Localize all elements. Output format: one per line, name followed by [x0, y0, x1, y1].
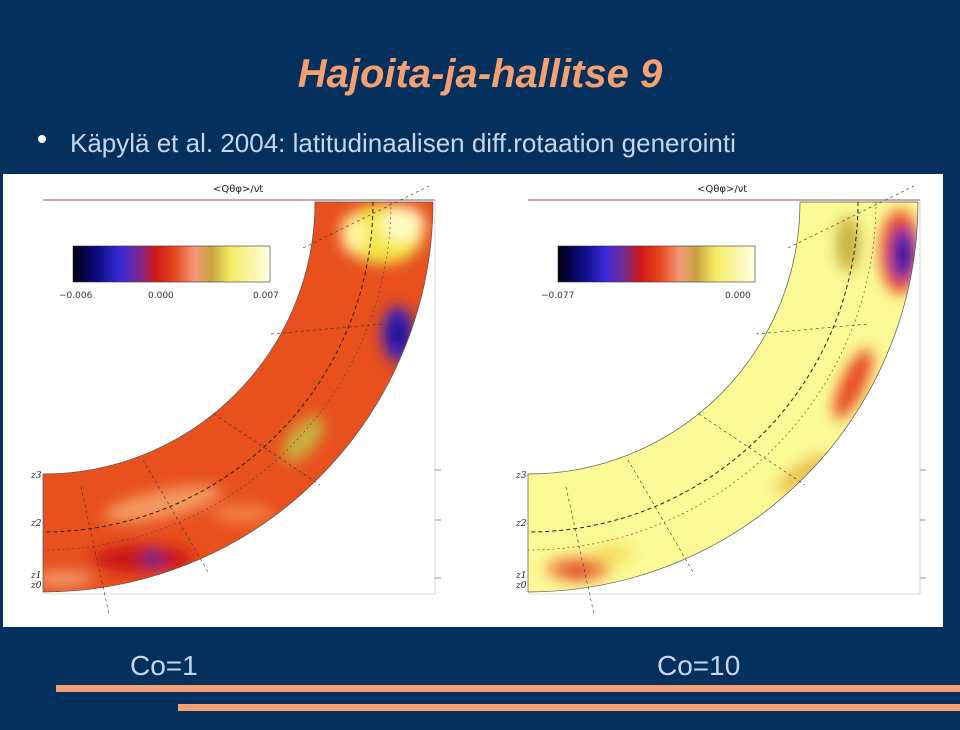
- decorative-bar-lower: [178, 704, 960, 711]
- right-colorbar-min: −0.077: [541, 291, 574, 301]
- right-colorbar-max: 0.000: [725, 291, 751, 301]
- left-colorbar-min: −0.006: [59, 291, 93, 301]
- left-colorbar-mid: 0.000: [148, 291, 174, 301]
- right-colorbar: [558, 246, 755, 282]
- right-z3-label: z3: [515, 471, 527, 481]
- left-panel-heading: <Qθφ>/νt: [213, 184, 263, 195]
- bullet-item: Käpylä et al. 2004: latitudinaalisen dif…: [38, 128, 736, 159]
- left-colorbar-max: 0.007: [253, 291, 279, 301]
- left-colorbar: [73, 246, 270, 282]
- caption-co1: Co=1: [130, 650, 198, 682]
- right-panel-heading: <Qθφ>/νt: [697, 184, 747, 195]
- left-panel: <Qθφ>/νt: [30, 184, 443, 614]
- bullet-text: Käpylä et al. 2004: latitudinaalisen dif…: [70, 128, 736, 158]
- caption-co10: Co=10: [657, 650, 740, 682]
- left-z2-label: z2: [30, 519, 42, 529]
- left-z1-label: z1: [30, 571, 41, 581]
- bullet-dot: [38, 135, 46, 143]
- left-z0-label: z0: [30, 581, 42, 591]
- right-z0-label: z0: [515, 581, 527, 591]
- right-panel: <Qθφ>/νt: [515, 184, 928, 614]
- left-z3-label: z3: [30, 471, 42, 481]
- right-z2-label: z2: [515, 519, 527, 529]
- decorative-bar-upper: [56, 685, 960, 692]
- figure-canvas: <Qθφ>/νt: [3, 174, 943, 627]
- slide-title: Hajoita-ja-hallitse 9: [0, 52, 960, 97]
- simulation-figure: <Qθφ>/νt: [3, 174, 943, 627]
- right-z1-label: z1: [515, 571, 526, 581]
